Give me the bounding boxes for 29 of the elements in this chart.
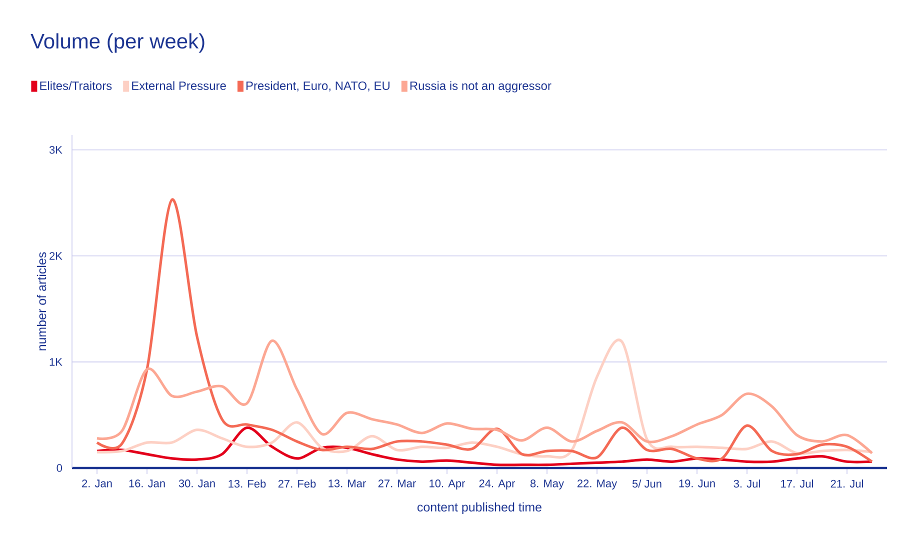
x-tick-label: 3. Jul <box>734 480 760 488</box>
y-tick-label: 3K <box>49 146 62 154</box>
y-axis-title: number of articles <box>36 252 46 350</box>
x-tick-label: 30. Jan <box>178 480 215 488</box>
x-tick-label: 16. Jan <box>129 480 165 488</box>
x-tick-label: 22. May <box>577 480 618 490</box>
x-tick-label: 8. May <box>530 480 564 490</box>
line-series <box>96 426 874 466</box>
x-axis-title: content published time <box>418 502 542 514</box>
line-series <box>96 198 874 463</box>
x-tick-label: 21. Jul <box>830 480 863 488</box>
x-tick-label: 17. Jul <box>781 480 813 488</box>
x-tick-label: 5/ Jun <box>632 480 662 488</box>
x-tick-label: 27. Mar <box>378 480 416 488</box>
chart-title: Volume (per week) <box>30 33 204 53</box>
x-tick-label: 10. Apr <box>430 480 466 490</box>
x-tick-label: 19. Jun <box>679 480 715 488</box>
x-tick-label: 2. Jan <box>82 480 112 488</box>
legend-label: President, Euro, NATO, EU <box>246 81 390 92</box>
y-tick-label: 1K <box>50 358 62 366</box>
legend-label: Russia is not an aggressor <box>410 81 552 92</box>
legend-label: Elites/Traitors <box>40 81 112 90</box>
x-tick-label: 13. Feb <box>228 480 266 488</box>
y-tick-label: 0 <box>56 464 62 472</box>
x-tick-label: 24. Apr <box>479 480 516 490</box>
y-tick-label: 2K <box>50 252 62 260</box>
legend-label: External Pressure <box>132 81 226 90</box>
x-tick-label: 13. Mar <box>328 480 366 488</box>
x-tick-label: 27. Feb <box>278 480 316 488</box>
